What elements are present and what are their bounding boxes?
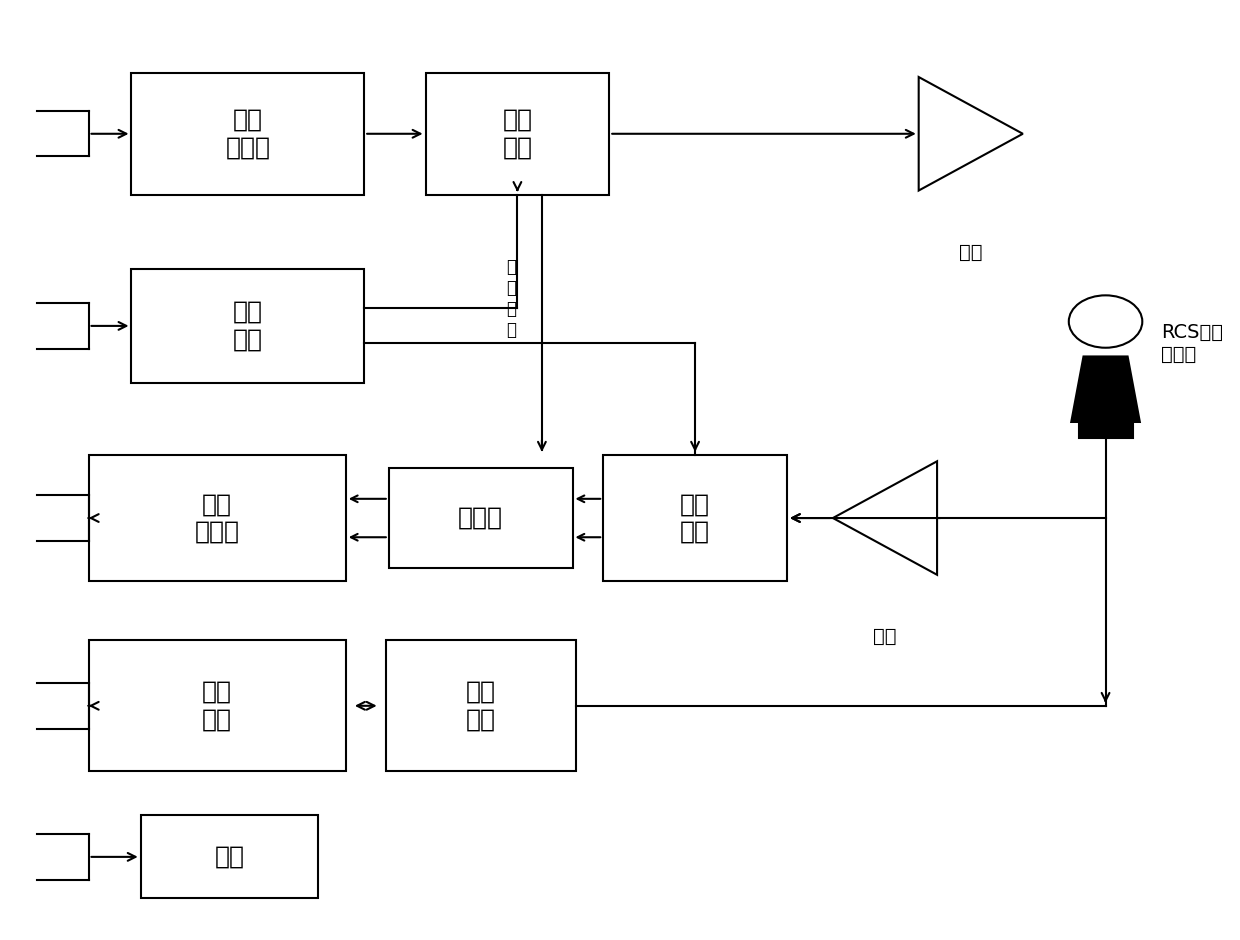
Text: 转台
控制: 转台 控制 <box>466 680 496 731</box>
Text: 系统
控制: 系统 控制 <box>202 680 232 731</box>
FancyBboxPatch shape <box>603 455 787 581</box>
FancyBboxPatch shape <box>389 468 573 569</box>
FancyBboxPatch shape <box>131 269 365 383</box>
Text: 脉冲
定时: 脉冲 定时 <box>233 300 263 352</box>
FancyBboxPatch shape <box>1079 422 1132 438</box>
Polygon shape <box>1071 356 1140 422</box>
Text: 脉冲
调制: 脉冲 调制 <box>502 108 532 160</box>
Text: 脉冲
调制: 脉冲 调制 <box>680 493 711 544</box>
Text: 发射: 发射 <box>959 243 982 262</box>
Text: RCS支架
与转台: RCS支架 与转台 <box>1161 322 1223 364</box>
FancyBboxPatch shape <box>425 72 609 195</box>
Text: 参
考
信
号: 参 考 信 号 <box>506 258 516 338</box>
Text: 合成
扫频源: 合成 扫频源 <box>226 108 270 160</box>
FancyBboxPatch shape <box>131 72 365 195</box>
FancyBboxPatch shape <box>386 640 575 772</box>
FancyBboxPatch shape <box>140 815 319 899</box>
Text: 接收: 接收 <box>873 627 897 646</box>
Text: 记录: 记录 <box>215 845 244 869</box>
FancyBboxPatch shape <box>88 640 346 772</box>
Text: 中频
接收机: 中频 接收机 <box>195 493 239 544</box>
Text: 混频器: 混频器 <box>458 506 503 530</box>
FancyBboxPatch shape <box>88 455 346 581</box>
